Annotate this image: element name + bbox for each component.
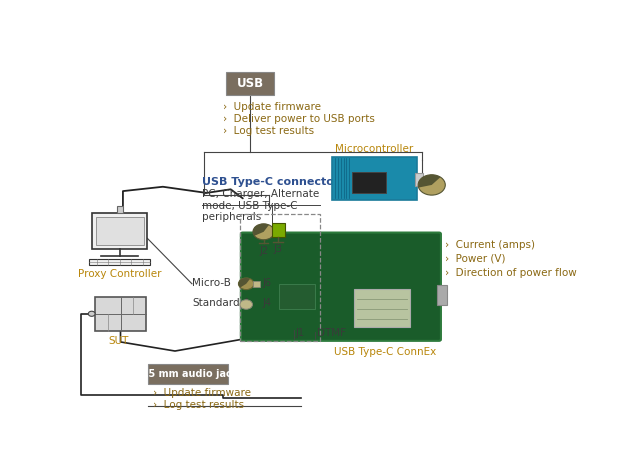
Bar — [354, 289, 410, 328]
Text: ›  Update firmware: › Update firmware — [224, 102, 321, 112]
Text: ›  Log test results: › Log test results — [224, 126, 314, 136]
Bar — [437, 285, 448, 305]
Text: USB: USB — [236, 77, 264, 90]
Bar — [117, 206, 123, 213]
Bar — [279, 284, 316, 309]
Circle shape — [239, 278, 254, 290]
Wedge shape — [239, 278, 250, 287]
Text: ›  Deliver power to USB ports: › Deliver power to USB ports — [224, 114, 375, 124]
Text: USB Type-C ConnEx: USB Type-C ConnEx — [334, 347, 437, 357]
Text: ›  Direction of power flow: › Direction of power flow — [445, 268, 577, 278]
FancyBboxPatch shape — [241, 233, 441, 341]
Text: J2: J2 — [259, 245, 268, 256]
Text: ›  Update firmware: › Update firmware — [153, 388, 251, 398]
Bar — [89, 260, 150, 264]
Bar — [332, 157, 418, 200]
Text: J4: J4 — [262, 298, 271, 308]
Text: DTMF: DTMF — [317, 328, 346, 337]
Text: ›  Power (V): › Power (V) — [445, 254, 506, 264]
Text: 3.5 mm audio jack: 3.5 mm audio jack — [138, 369, 239, 379]
Bar — [253, 281, 260, 287]
Bar — [352, 172, 386, 193]
Text: Proxy Controller: Proxy Controller — [78, 269, 161, 279]
Circle shape — [240, 300, 252, 309]
Text: PC, Charger, Alternate
mode, USB Type-C
peripherals: PC, Charger, Alternate mode, USB Type-C … — [202, 189, 319, 222]
Bar — [415, 173, 424, 186]
Text: ›  Current (amps): › Current (amps) — [445, 240, 535, 250]
Text: J3: J3 — [274, 244, 282, 254]
Text: J1: J1 — [295, 328, 304, 337]
FancyBboxPatch shape — [148, 364, 228, 384]
Wedge shape — [253, 224, 269, 236]
Text: J6: J6 — [262, 278, 271, 288]
Bar — [241, 214, 321, 341]
Text: SUT: SUT — [108, 336, 128, 346]
Text: Micro-B: Micro-B — [192, 278, 231, 288]
Circle shape — [418, 175, 445, 195]
Text: USB Type-C connector: USB Type-C connector — [202, 177, 339, 186]
Bar — [92, 213, 148, 249]
Text: Microcontroller: Microcontroller — [335, 143, 413, 154]
Text: Standard-A: Standard-A — [192, 298, 250, 308]
FancyBboxPatch shape — [226, 72, 274, 95]
Wedge shape — [418, 175, 441, 187]
Circle shape — [253, 224, 274, 240]
Bar — [272, 223, 286, 237]
Circle shape — [88, 311, 95, 316]
Bar — [96, 217, 144, 245]
Text: ›  Log test results: › Log test results — [153, 400, 244, 410]
Bar — [95, 296, 146, 331]
